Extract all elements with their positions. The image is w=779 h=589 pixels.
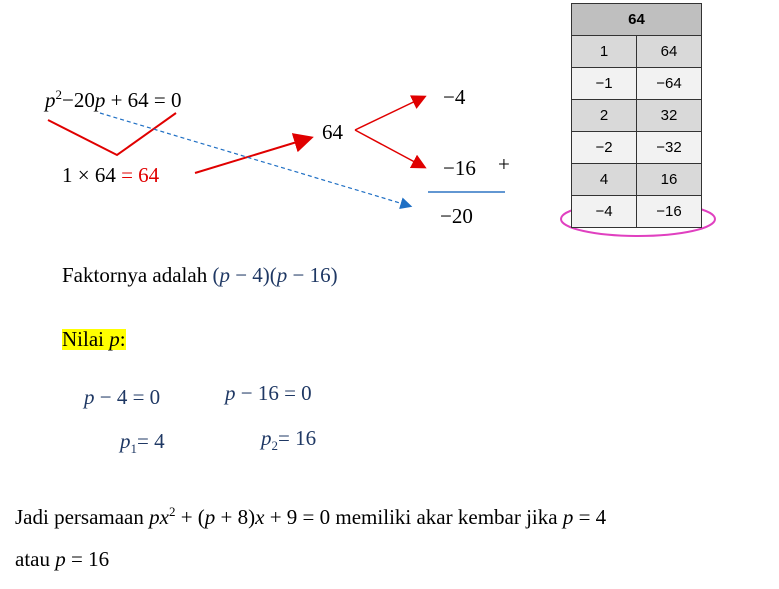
product-left: 1 × 64 (62, 163, 122, 187)
arrow (194, 133, 314, 174)
arrow (354, 129, 427, 169)
cell: −64 (636, 67, 702, 100)
text: Faktornya adalah (62, 263, 213, 287)
subscript: 1 (130, 441, 138, 457)
cell: −4 (571, 195, 637, 228)
solution-eq2: p − 16 = 0 (225, 383, 312, 404)
solution-p1: p1= 4 (120, 429, 165, 457)
exponent: 2 (168, 504, 176, 519)
product-right: = 64 (121, 163, 160, 187)
var: x (255, 505, 265, 529)
factor-1: −4 (443, 85, 466, 109)
var: p (109, 327, 120, 351)
cell: 32 (636, 99, 702, 132)
equation: p2−20p + 64 = 0 (45, 88, 182, 111)
var: p (562, 505, 574, 529)
text: − 16 = 0 (235, 381, 312, 405)
var: p (84, 385, 95, 409)
factor-text: Faktornya adalah (p − 4)(p − 16) (62, 265, 338, 286)
text: : (119, 327, 126, 351)
cell: −32 (636, 131, 702, 164)
var: p (261, 426, 272, 450)
text: atau (15, 547, 56, 571)
cell: 2 (571, 99, 637, 132)
text: Nilai (62, 327, 110, 351)
cell: 4 (571, 163, 637, 196)
var: p (219, 263, 230, 287)
v-line (47, 112, 177, 157)
text: = 16 (65, 547, 110, 571)
var: p (45, 88, 56, 112)
text: − 4 = 0 (94, 385, 161, 409)
cell: −16 (636, 195, 702, 228)
middle-value: 64 (322, 120, 343, 144)
text: Jadi persamaan (15, 505, 150, 529)
cell: −1 (571, 67, 637, 100)
text: ( (212, 263, 220, 287)
conclusion-line2: atau p = 16 (15, 549, 109, 570)
subscript: 2 (271, 438, 279, 454)
var: p (94, 88, 106, 112)
var: p (225, 381, 236, 405)
text: + 8) (215, 505, 256, 529)
text: − 16) (287, 263, 338, 287)
text: − 4)( (229, 263, 277, 287)
table-header: 64 (571, 3, 702, 36)
term: −20 (62, 88, 95, 112)
dashed-arrow (99, 112, 413, 209)
plus: + (498, 152, 510, 176)
var: p (276, 263, 288, 287)
var: p (120, 429, 131, 453)
arrow (354, 95, 427, 131)
solution-eq1: p − 4 = 0 (84, 387, 160, 408)
conclusion-line1: Jadi persamaan px2 + (p + 8)x + 9 = 0 me… (15, 505, 606, 528)
text: + ( (175, 505, 205, 529)
sum: −20 (440, 204, 473, 228)
term: + 64 = 0 (105, 88, 182, 112)
cell: 64 (636, 35, 702, 68)
exponent: 2 (55, 87, 63, 102)
var: p (55, 547, 66, 571)
text: = 4 (137, 429, 165, 453)
factor-2: −16 (443, 156, 476, 180)
text: = 4 (573, 505, 607, 529)
cell: 1 (571, 35, 637, 68)
var: p (204, 505, 216, 529)
text: = 16 (278, 426, 317, 450)
cell: 16 (636, 163, 702, 196)
product: 1 × 64 = 64 (62, 165, 159, 186)
factor-table: 64 1 64 −1 −64 2 32 −2 −32 4 16 −4 −16 (571, 3, 702, 228)
nilai: Nilai p: (62, 329, 126, 350)
text: + 9 = 0 memiliki akar kembar jika (264, 505, 563, 529)
var: px (149, 505, 169, 529)
solution-p2: p2= 16 (261, 426, 317, 454)
cell: −2 (571, 131, 637, 164)
